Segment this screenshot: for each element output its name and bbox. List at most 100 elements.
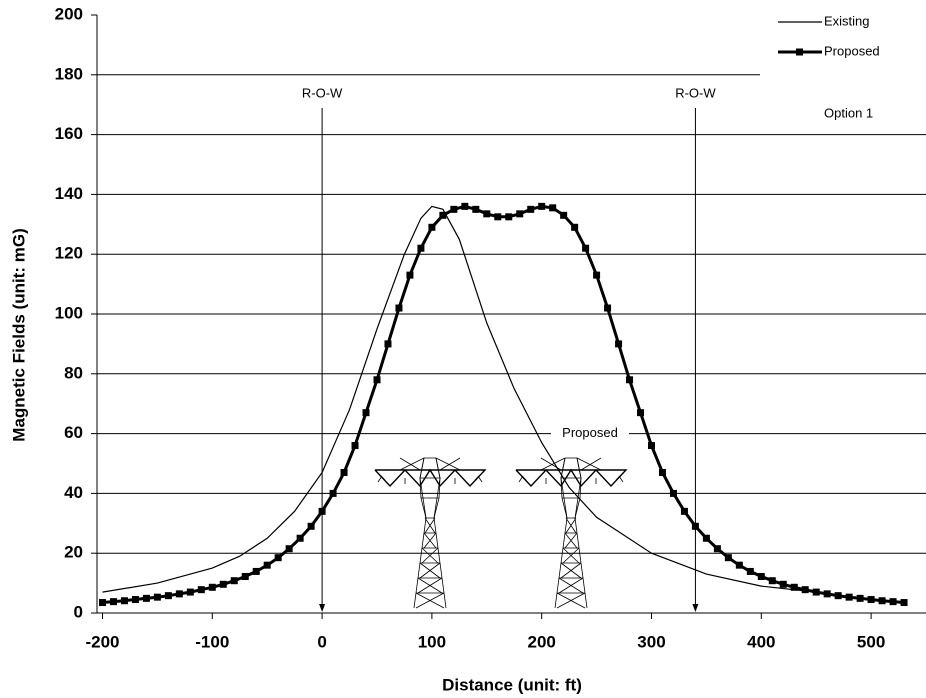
data-marker bbox=[175, 590, 183, 598]
legend-label: Existing bbox=[824, 13, 870, 28]
y-tick-label: 140 bbox=[55, 184, 83, 203]
data-marker bbox=[318, 507, 326, 515]
data-marker bbox=[845, 593, 853, 601]
data-marker bbox=[362, 409, 370, 417]
data-marker bbox=[461, 202, 469, 210]
data-marker bbox=[768, 577, 776, 585]
data-marker bbox=[878, 597, 886, 605]
data-marker bbox=[724, 554, 732, 562]
data-marker bbox=[373, 376, 381, 384]
annotation-bg bbox=[550, 424, 629, 443]
data-marker bbox=[197, 586, 205, 594]
y-tick-label: 120 bbox=[55, 244, 83, 263]
x-tick-label: 0 bbox=[317, 632, 326, 651]
data-marker bbox=[604, 304, 612, 312]
data-marker bbox=[450, 205, 458, 213]
data-marker bbox=[713, 545, 721, 553]
data-marker bbox=[329, 489, 337, 497]
data-marker bbox=[142, 594, 150, 602]
tower-drawing bbox=[515, 457, 627, 609]
y-tick-label: 80 bbox=[64, 363, 83, 382]
legend-note: Option 1 bbox=[824, 105, 873, 120]
data-marker bbox=[307, 522, 315, 530]
data-marker bbox=[691, 522, 699, 530]
x-tick-label: 200 bbox=[528, 632, 556, 651]
y-tick-label: 100 bbox=[55, 303, 83, 322]
data-marker bbox=[417, 244, 425, 252]
data-marker bbox=[735, 561, 743, 569]
data-marker bbox=[472, 205, 480, 213]
data-marker bbox=[120, 597, 128, 605]
data-marker bbox=[186, 588, 194, 596]
data-marker bbox=[658, 468, 666, 476]
data-marker bbox=[560, 211, 568, 219]
data-marker bbox=[812, 588, 820, 596]
y-axis-title: Magnetic Fields (unit: mG) bbox=[9, 228, 28, 441]
data-marker bbox=[593, 271, 601, 279]
data-marker bbox=[428, 223, 436, 231]
y-tick-label: 0 bbox=[74, 602, 83, 621]
data-marker bbox=[571, 223, 579, 231]
data-marker bbox=[351, 442, 359, 450]
data-marker bbox=[834, 592, 842, 600]
data-marker bbox=[340, 468, 348, 476]
data-marker bbox=[757, 573, 765, 581]
data-marker bbox=[98, 599, 106, 607]
data-marker bbox=[131, 596, 139, 604]
data-marker bbox=[494, 213, 502, 221]
data-marker bbox=[900, 599, 908, 607]
data-marker bbox=[746, 567, 754, 575]
data-marker bbox=[483, 210, 491, 218]
data-marker bbox=[615, 340, 623, 348]
data-marker bbox=[669, 489, 677, 497]
data-marker bbox=[219, 580, 227, 588]
data-marker bbox=[889, 598, 897, 606]
x-tick-label: 500 bbox=[857, 632, 885, 651]
legend-marker bbox=[796, 48, 803, 56]
data-marker bbox=[790, 583, 798, 591]
data-marker bbox=[230, 577, 238, 585]
data-marker bbox=[538, 202, 546, 210]
x-tick-label: -200 bbox=[85, 632, 119, 651]
x-axis-title: Distance (unit: ft) bbox=[442, 675, 582, 694]
y-tick-label: 160 bbox=[55, 124, 83, 143]
data-marker bbox=[263, 561, 271, 569]
data-marker bbox=[505, 213, 513, 221]
row-label: R-O-W bbox=[675, 85, 716, 100]
y-tick-label: 60 bbox=[64, 423, 83, 442]
data-marker bbox=[582, 244, 590, 252]
data-marker bbox=[252, 567, 260, 575]
data-marker bbox=[516, 210, 524, 218]
series-line bbox=[102, 205, 817, 593]
annotation: Proposed bbox=[562, 425, 618, 440]
data-marker bbox=[823, 590, 831, 598]
x-tick-label: -100 bbox=[195, 632, 229, 651]
data-marker bbox=[549, 204, 557, 212]
data-marker bbox=[109, 598, 117, 606]
data-marker bbox=[439, 211, 447, 219]
data-marker bbox=[856, 594, 864, 602]
row-arrow bbox=[692, 604, 699, 612]
data-marker bbox=[647, 442, 655, 450]
y-tick-label: 20 bbox=[64, 543, 83, 562]
data-marker bbox=[867, 596, 875, 604]
data-marker bbox=[680, 507, 688, 515]
data-marker bbox=[208, 583, 216, 591]
data-marker bbox=[153, 593, 161, 601]
legend-box bbox=[760, 8, 926, 130]
data-marker bbox=[241, 573, 249, 581]
data-marker bbox=[285, 545, 293, 553]
series-line bbox=[102, 204, 905, 604]
x-tick-label: 400 bbox=[747, 632, 775, 651]
data-marker bbox=[164, 592, 172, 600]
data-marker bbox=[779, 580, 787, 588]
row-label: R-O-W bbox=[302, 85, 343, 100]
data-marker bbox=[637, 409, 645, 417]
x-tick-label: 100 bbox=[418, 632, 446, 651]
data-marker bbox=[702, 534, 710, 542]
data-marker bbox=[274, 554, 282, 562]
data-marker bbox=[801, 586, 809, 594]
data-marker bbox=[296, 534, 304, 542]
data-marker bbox=[384, 340, 392, 348]
